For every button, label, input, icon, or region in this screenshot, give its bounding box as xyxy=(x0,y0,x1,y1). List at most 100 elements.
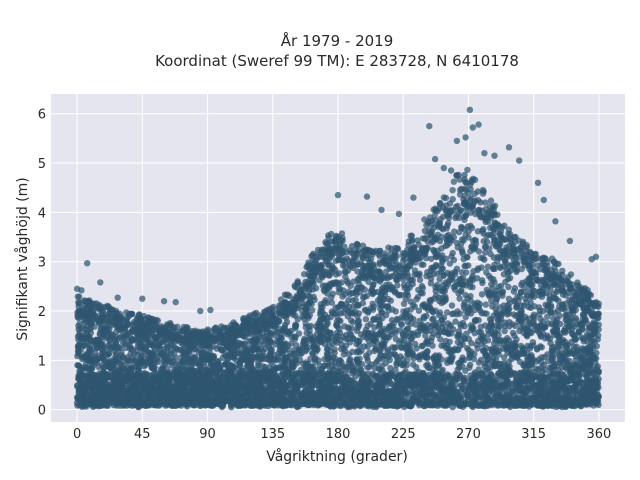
chart-title-line-1: År 1979 - 2019 xyxy=(281,31,394,50)
data-point xyxy=(387,351,395,358)
data-point xyxy=(502,337,509,344)
data-point xyxy=(377,366,384,373)
data-point xyxy=(331,349,338,357)
data-point xyxy=(505,268,512,275)
data-point xyxy=(81,342,88,349)
data-point xyxy=(513,336,520,343)
data-point xyxy=(332,304,339,311)
data-point xyxy=(392,335,400,343)
data-point xyxy=(276,364,284,371)
data-point xyxy=(376,346,383,354)
data-point xyxy=(327,313,334,321)
data-point xyxy=(494,360,502,368)
data-point xyxy=(379,288,386,295)
data-point xyxy=(477,334,485,341)
data-point xyxy=(512,348,520,355)
data-point xyxy=(429,316,436,323)
data-point xyxy=(420,325,427,332)
data-point xyxy=(470,355,478,363)
data-point xyxy=(450,256,458,264)
data-point xyxy=(482,249,489,256)
data-point xyxy=(558,305,566,312)
data-point xyxy=(446,260,454,267)
data-point xyxy=(100,326,107,333)
data-point xyxy=(466,361,474,368)
data-point xyxy=(495,283,502,291)
data-point xyxy=(497,311,504,318)
data-point xyxy=(377,331,384,338)
data-point xyxy=(201,358,208,366)
data-point xyxy=(551,364,558,371)
data-point xyxy=(440,272,447,280)
data-point xyxy=(420,315,428,322)
data-point xyxy=(335,270,343,277)
data-point xyxy=(303,329,310,337)
data-point xyxy=(459,319,467,327)
data-point xyxy=(126,345,134,352)
data-point xyxy=(112,352,119,359)
data-point xyxy=(425,302,432,310)
data-point xyxy=(151,363,158,371)
data-point xyxy=(385,346,392,353)
data-point xyxy=(313,330,321,338)
data-point xyxy=(448,310,456,318)
data-point xyxy=(118,352,125,359)
data-point xyxy=(422,332,429,339)
data-point xyxy=(75,342,82,349)
data-point xyxy=(219,354,227,361)
data-point xyxy=(474,345,481,352)
data-point xyxy=(448,302,456,309)
data-point xyxy=(535,304,543,311)
data-point xyxy=(528,354,535,361)
data-point xyxy=(539,330,547,337)
data-point xyxy=(544,334,552,341)
data-point xyxy=(499,345,506,352)
data-point xyxy=(444,242,451,249)
data-point xyxy=(262,355,269,362)
data-point xyxy=(151,346,159,353)
data-point xyxy=(489,358,496,365)
data-point xyxy=(460,237,467,244)
data-point xyxy=(432,261,440,269)
data-point xyxy=(579,335,587,342)
data-point xyxy=(238,350,245,358)
data-point xyxy=(577,321,584,329)
data-point xyxy=(371,365,379,372)
data-point xyxy=(392,366,399,374)
data-point xyxy=(311,356,319,363)
data-point xyxy=(489,345,496,352)
data-point xyxy=(370,303,377,310)
data-point xyxy=(256,332,263,339)
data-point xyxy=(541,323,549,331)
data-point xyxy=(447,275,454,282)
data-point xyxy=(274,356,282,363)
data-point xyxy=(483,310,490,317)
data-point xyxy=(549,358,557,366)
data-point xyxy=(434,331,442,339)
data-point xyxy=(453,239,460,247)
data-point xyxy=(500,359,508,367)
chart-title-line-2: Koordinat (Sweref 99 TM): E 283728, N 64… xyxy=(155,52,519,70)
data-point xyxy=(371,331,378,338)
data-point xyxy=(282,360,289,368)
data-point xyxy=(416,276,424,284)
data-point xyxy=(487,325,495,333)
data-point xyxy=(572,315,579,322)
data-point xyxy=(562,357,569,364)
data-point xyxy=(505,283,512,291)
data-point xyxy=(328,299,335,306)
data-point xyxy=(462,212,470,219)
data-point xyxy=(479,277,486,284)
data-point xyxy=(366,349,373,356)
data-point xyxy=(439,366,446,373)
data-point xyxy=(435,361,443,369)
data-point xyxy=(456,228,463,236)
data-point xyxy=(116,360,124,367)
data-point xyxy=(219,346,226,354)
data-point xyxy=(518,308,525,315)
data-point xyxy=(414,328,421,335)
data-point xyxy=(539,290,546,297)
data-point xyxy=(301,311,309,318)
data-point xyxy=(416,356,423,363)
